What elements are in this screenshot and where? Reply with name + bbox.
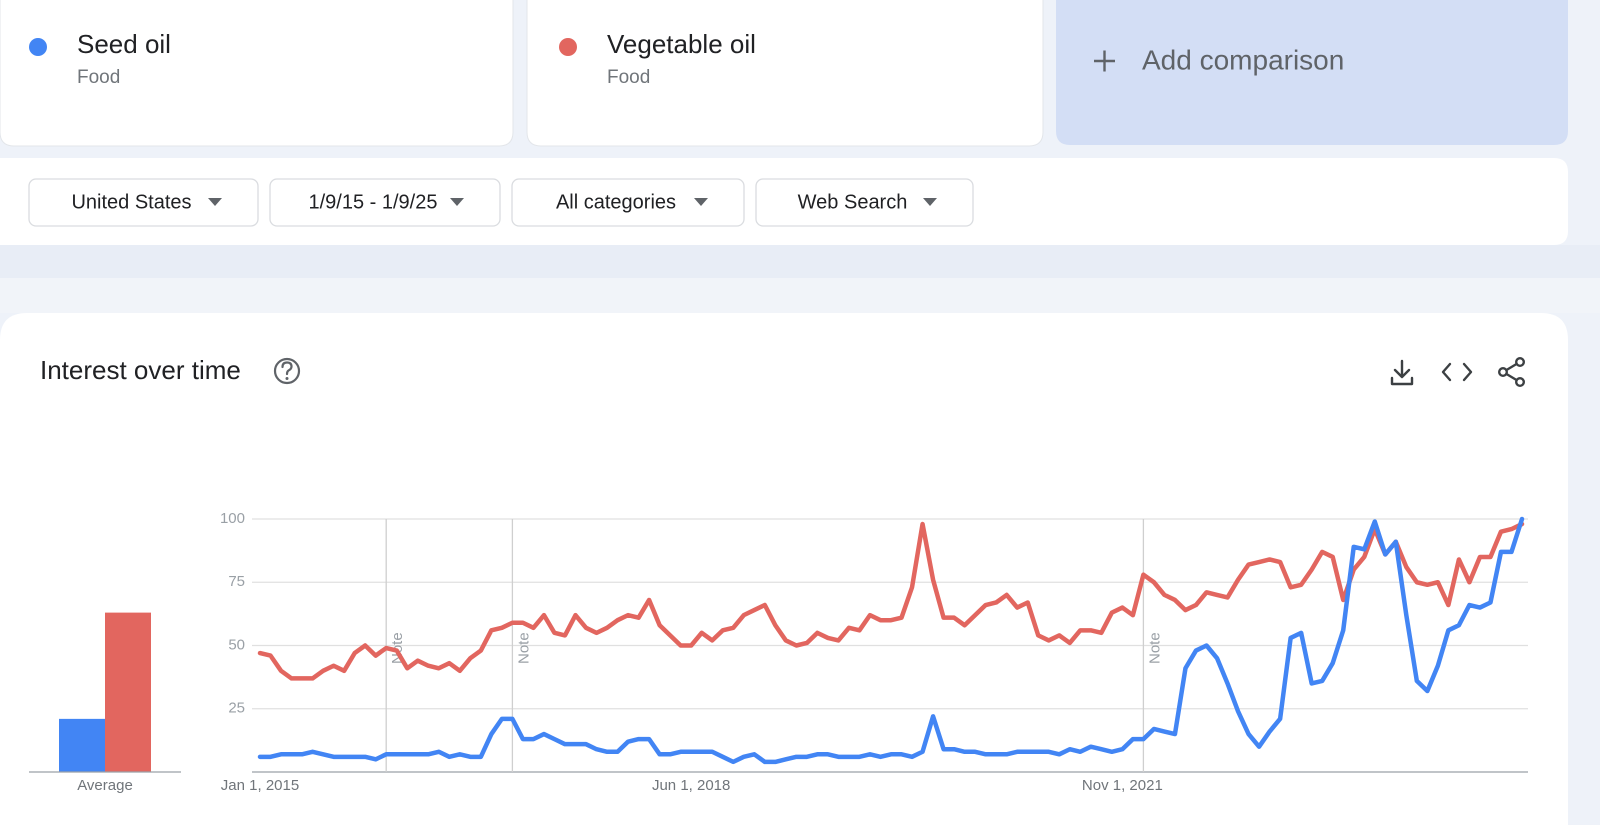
embed-icon[interactable] bbox=[1441, 362, 1473, 382]
share-node[interactable] bbox=[1514, 377, 1525, 388]
plus-icon bbox=[1094, 50, 1115, 72]
x-tick-label: Jun 1, 2018 bbox=[652, 777, 730, 794]
average-bar bbox=[59, 718, 105, 772]
filter-button[interactable] bbox=[28, 178, 259, 227]
note-label[interactable]: Note bbox=[515, 632, 532, 664]
dropdown-arrow bbox=[450, 198, 464, 206]
add-comparison[interactable]: Add comparison bbox=[1142, 44, 1344, 75]
dropdown-arrow bbox=[694, 198, 708, 206]
dropdown-arrow bbox=[923, 198, 937, 206]
term-name[interactable]: Seed oil bbox=[77, 29, 171, 59]
filters: United States 1/9/15 - 1/9/25 All categori… bbox=[28, 178, 974, 227]
download-tray[interactable] bbox=[1390, 376, 1414, 386]
section-title: Interest over time bbox=[40, 355, 241, 385]
band bbox=[0, 245, 1600, 278]
y-tick-label: 50 bbox=[228, 636, 245, 653]
help-glyph bbox=[281, 361, 293, 376]
share-icon[interactable] bbox=[1497, 357, 1525, 388]
filter-label[interactable]: 1/9/15 - 1/9/25 bbox=[309, 191, 438, 213]
interest-card bbox=[0, 313, 1568, 825]
download-arrow[interactable] bbox=[1393, 359, 1411, 379]
term-card[interactable] bbox=[526, 0, 1044, 147]
add-comparison-card[interactable] bbox=[1056, 0, 1568, 145]
filter-label[interactable]: Web Search bbox=[798, 191, 908, 213]
x-tick-label: Jan 1, 2015 bbox=[221, 777, 299, 794]
term-category: Food bbox=[77, 67, 120, 88]
note-label[interactable]: Note bbox=[1146, 632, 1163, 664]
term-name[interactable]: Vegetable oil bbox=[607, 29, 756, 59]
filter-button[interactable] bbox=[269, 178, 501, 227]
trend-line bbox=[257, 521, 1525, 681]
filter-label[interactable]: All categories bbox=[556, 191, 676, 213]
toolbar bbox=[1390, 357, 1525, 388]
term-labels: Seed oil Food Vegetable oil Food bbox=[29, 29, 756, 88]
y-tick-label: 25 bbox=[228, 700, 245, 717]
term-category: Food bbox=[607, 67, 650, 88]
help-dot bbox=[285, 377, 289, 380]
dropdown-arrow bbox=[208, 198, 222, 206]
share-links[interactable] bbox=[1505, 362, 1518, 382]
download-icon[interactable] bbox=[1390, 359, 1414, 386]
y-tick-label: 100 bbox=[220, 510, 245, 527]
term-card[interactable] bbox=[0, 0, 514, 147]
filter-label[interactable]: United States bbox=[71, 191, 191, 213]
filter-button[interactable] bbox=[755, 178, 974, 227]
term-dot bbox=[559, 38, 577, 56]
trend-line bbox=[257, 516, 1525, 765]
term-dot bbox=[29, 38, 47, 56]
help-circle[interactable] bbox=[273, 357, 301, 385]
average-bar bbox=[105, 612, 151, 772]
help-icon[interactable] bbox=[273, 357, 301, 385]
filter-button[interactable] bbox=[511, 178, 745, 227]
band bbox=[0, 278, 1600, 313]
x-tick-label: Nov 1, 2021 bbox=[1082, 777, 1163, 794]
share-node[interactable] bbox=[1514, 357, 1525, 368]
x-tick-label: Average bbox=[77, 777, 133, 794]
y-tick-label: 75 bbox=[228, 573, 245, 590]
share-node[interactable] bbox=[1497, 367, 1508, 378]
